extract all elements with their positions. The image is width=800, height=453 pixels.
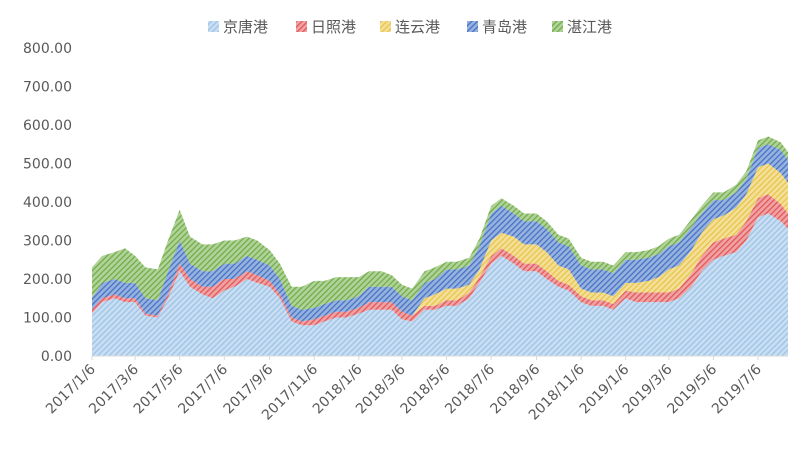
x-tick-label: 2019/7/6: [709, 361, 765, 417]
y-tick-label: 700.00: [23, 80, 72, 96]
legend-label: 湛江港: [567, 18, 612, 36]
legend-item-5: 湛江港: [552, 18, 612, 36]
y-axis: 0.00 100.00 200.00 300.00 400.00 500.00 600.00…: [23, 41, 72, 365]
legend-label: 京唐港: [223, 18, 268, 36]
x-axis: 2017/1/62017/3/62017/5/62017/7/62017/9/6…: [43, 355, 788, 424]
legend-label: 日照港: [311, 18, 356, 36]
legend-item-2: 日照港: [296, 18, 356, 36]
y-tick-label: 300.00: [23, 234, 72, 250]
legend-item-4: 青岛港: [467, 18, 527, 36]
area-series-4: [92, 144, 788, 322]
legend-swatch: [380, 21, 391, 32]
y-tick-label: 100.00: [23, 311, 72, 327]
legend-item-1: 京唐港: [208, 18, 268, 36]
legend-item-3: 连云港: [380, 18, 440, 36]
area-series-5: [92, 136, 788, 310]
legend-label: 青岛港: [482, 18, 527, 36]
y-tick-label: 500.00: [23, 157, 72, 173]
area-series-1: [92, 213, 788, 356]
area-series-group: [92, 136, 788, 356]
y-tick-label: 600.00: [23, 118, 72, 134]
y-tick-label: 400.00: [23, 195, 72, 211]
y-tick-label: 0.00: [41, 349, 72, 365]
legend: 京唐港 日照港 连云港 青岛港 湛江港: [208, 18, 612, 36]
legend-swatch: [296, 21, 307, 32]
y-tick-label: 800.00: [23, 41, 72, 57]
legend-swatch: [552, 21, 563, 32]
y-tick-label: 200.00: [23, 272, 72, 288]
legend-label: 连云港: [395, 18, 440, 36]
legend-swatch: [208, 21, 219, 32]
legend-swatch: [467, 21, 478, 32]
